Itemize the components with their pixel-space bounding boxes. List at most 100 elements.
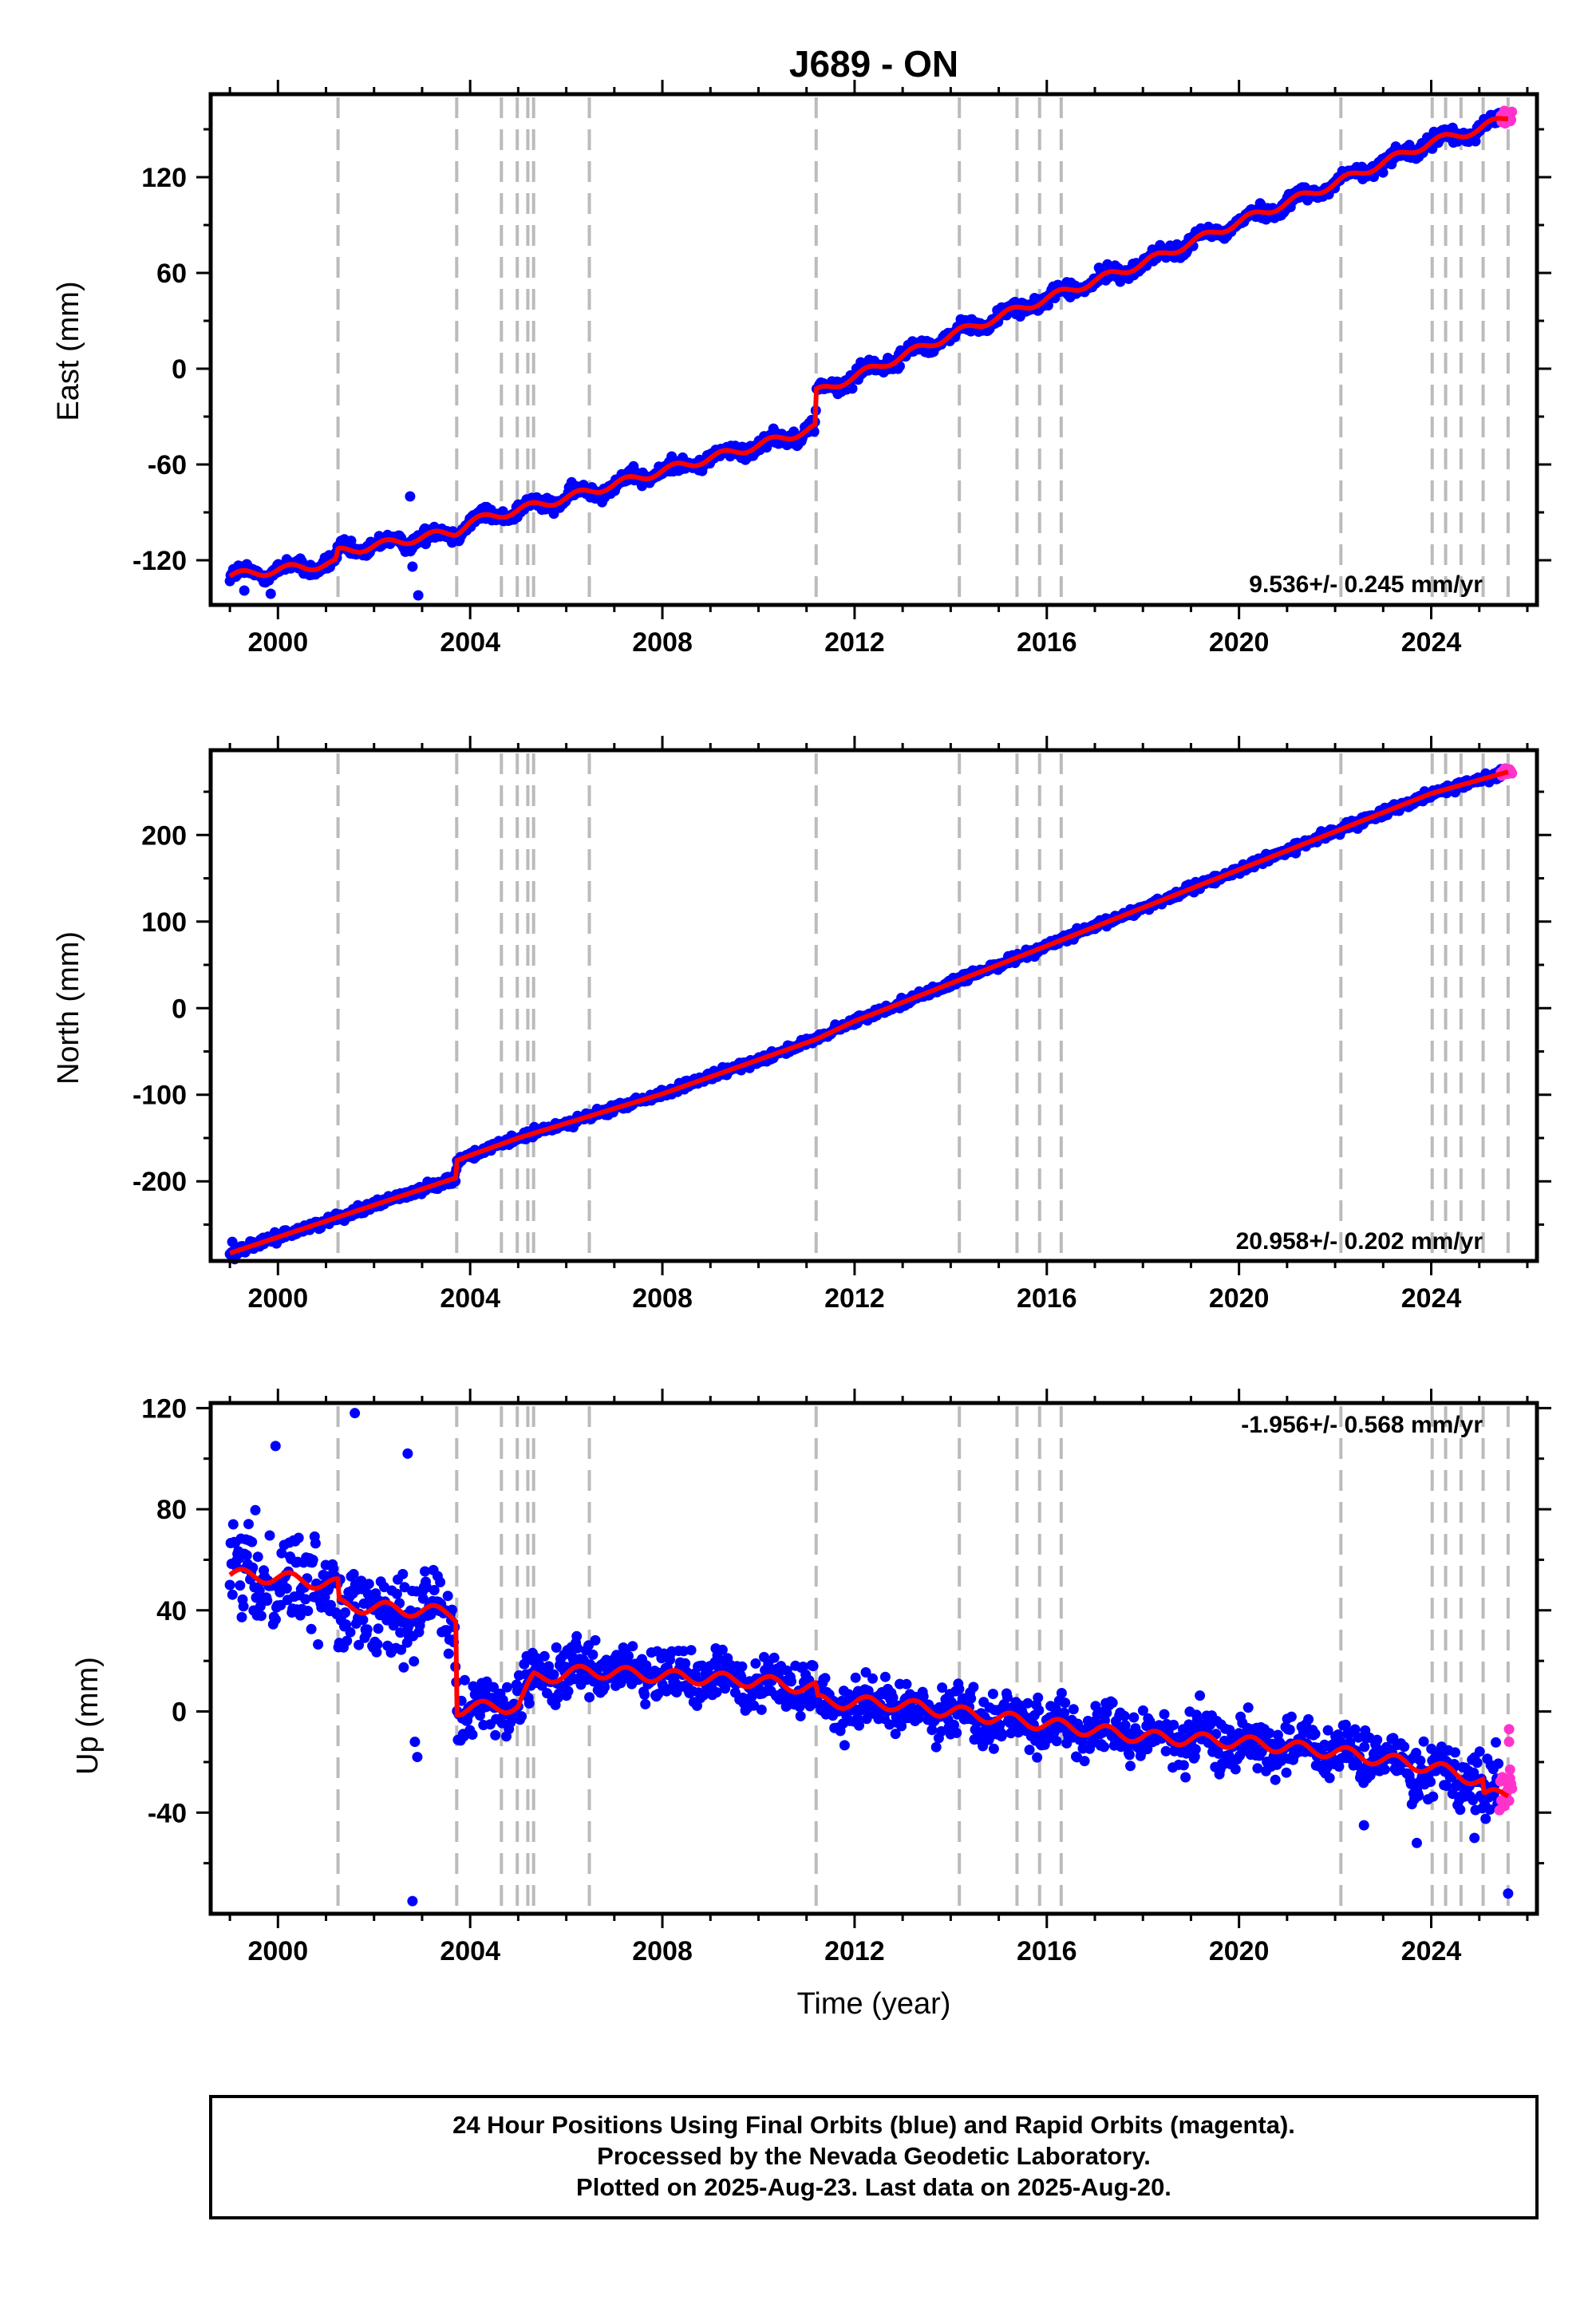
final-orbit-point [307,1555,318,1566]
final-orbit-point [496,1717,508,1729]
final-orbit-point [443,1648,454,1659]
final-orbit-point [987,1689,998,1699]
final-orbit-point [1411,1837,1422,1848]
final-orbit-point [1056,1688,1067,1698]
x-tick-label: 2000 [247,1936,308,1966]
final-orbit-point [988,1743,999,1754]
final-orbit-point [750,1658,761,1669]
final-orbit-point [255,1601,266,1612]
y-tick-label: 100 [141,907,187,938]
final-orbit-point [467,1729,478,1740]
x-tick-label: 2008 [632,627,693,658]
final-orbit-point [1281,1767,1292,1778]
final-orbit-point [227,1589,238,1600]
final-orbit-point [863,1686,874,1697]
rapid-orbit-point [1506,114,1517,125]
y-tick-label: 120 [141,163,187,193]
final-orbit-point [1178,1760,1189,1771]
final-orbit-point [1079,1756,1090,1767]
final-orbit-point [254,1585,265,1596]
final-orbit-point [391,1588,402,1599]
final-orbit-point [692,1700,702,1711]
x-tick-label: 2016 [1017,1283,1077,1314]
final-orbit-point [1413,1790,1424,1801]
final-orbit-point [1051,1736,1062,1747]
final-orbit-point [265,588,276,599]
final-orbit-point [342,1635,353,1646]
final-orbit-point [1180,1772,1191,1783]
final-orbit-point [797,1662,808,1672]
final-orbit-point [749,1700,760,1711]
final-orbit-point [839,1740,850,1751]
rapid-orbit-point [1507,768,1518,779]
final-orbit-point [1190,1744,1201,1755]
final-orbit-point [901,1678,912,1690]
final-orbit-point [1359,1741,1370,1753]
final-orbit-point [653,1689,664,1700]
y-tick-label: 80 [156,1495,187,1525]
final-orbit-point [396,1644,407,1655]
final-orbit-point [1033,1692,1044,1703]
final-orbit-point [720,1683,731,1694]
y-tick-label: 120 [141,1393,187,1424]
final-orbit-point [1469,1832,1480,1844]
model-fit-line [229,769,1509,1256]
final-orbit-point [1230,1764,1241,1775]
final-orbit-point [243,1519,254,1530]
final-orbit-point [239,585,250,596]
x-tick-label: 2012 [824,1283,885,1314]
final-orbit-point [236,1611,247,1622]
final-orbit-point [276,1547,287,1559]
x-axis-label: Time (year) [797,1987,951,2021]
final-orbit-point [264,1530,275,1541]
x-tick-label: 2024 [1401,1936,1462,1966]
final-orbit-point [717,1644,728,1655]
y-tick-label: -40 [148,1798,187,1828]
final-orbit-point [348,1568,359,1579]
final-orbit-point [247,1536,258,1547]
final-orbit-point [1059,1707,1070,1718]
final-orbit-point [252,1551,263,1563]
final-orbit-point [926,1725,938,1736]
final-orbit-point [516,1711,527,1722]
east-y-axis-label: East (mm) [52,281,85,421]
final-orbit-point [519,1658,530,1670]
x-tick-label: 2008 [632,1283,693,1314]
final-orbit-point [584,1692,595,1703]
x-tick-label: 2004 [440,627,500,658]
north-rate-label: 20.958+/- 0.202 mm/yr [1236,1228,1483,1255]
final-orbit-point [1022,1697,1033,1709]
x-tick-label: 2004 [440,1283,500,1314]
x-tick-label: 2020 [1209,1936,1270,1966]
final-orbit-point [241,1550,252,1561]
final-orbit-point [1474,1746,1485,1757]
final-orbit-point [490,1729,501,1741]
final-orbit-point [786,1676,796,1687]
final-orbit-point [313,1639,324,1650]
final-orbit-point [1399,1741,1410,1753]
y-tick-label: -120 [132,546,187,576]
final-orbit-point [373,1623,384,1634]
caption-box: 24 Hour Positions Using Final Orbits (bl… [209,2095,1539,2219]
final-orbit-point [1168,1719,1179,1730]
final-orbit-point [1379,1764,1390,1775]
final-orbit-point [879,1671,891,1682]
final-orbit-point [890,1729,901,1740]
rapid-orbit-point [1507,1783,1518,1794]
x-tick-label: 2020 [1209,1283,1270,1314]
final-orbit-point [860,1667,871,1678]
final-orbit-point [1358,1820,1369,1831]
x-tick-label: 2004 [440,1936,500,1966]
x-tick-label: 2024 [1401,627,1462,658]
final-orbit-point [306,1623,317,1634]
east-rate-label: 9.536+/- 0.245 mm/yr [1249,571,1483,598]
final-orbit-point [300,1594,311,1605]
final-orbit-point [867,1673,878,1684]
final-orbit-point [227,1519,239,1530]
final-orbit-point [854,1720,864,1731]
final-orbit-point [409,1656,420,1667]
final-orbit-point [1032,1752,1043,1763]
final-orbit-point [571,1630,583,1642]
y-tick-label: 0 [172,1697,187,1728]
